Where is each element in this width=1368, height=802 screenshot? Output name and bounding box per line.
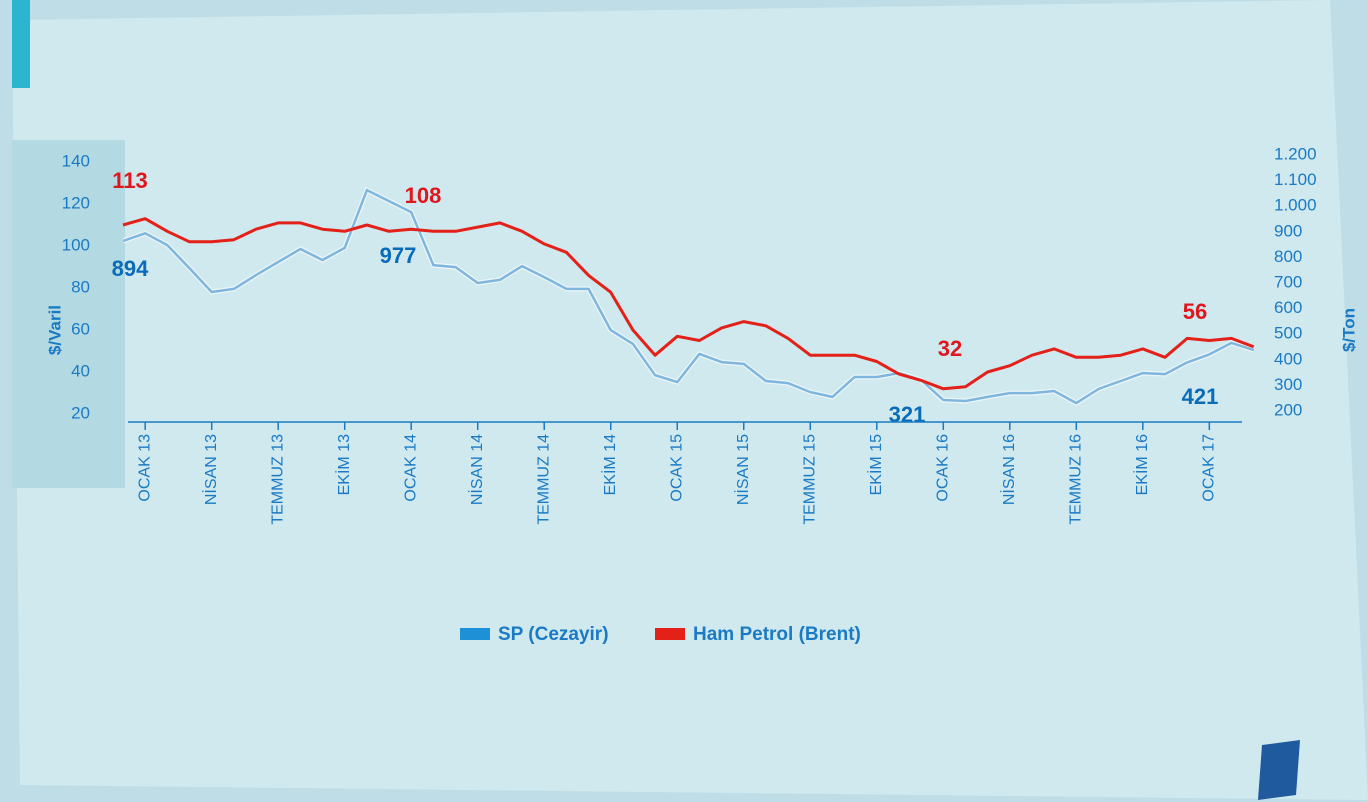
x-tick-label: EKİM 16 (1132, 434, 1151, 495)
x-tick-label: TEMMUZ 13 (269, 434, 286, 525)
x-tick-label: OCAK 15 (668, 434, 685, 502)
data-label: 894 (112, 256, 149, 281)
y2-tick-label: 700 (1274, 272, 1302, 291)
y-tick-label: 120 (62, 193, 90, 212)
series-line (122, 188, 1255, 405)
y-tick-label: 140 (62, 151, 90, 170)
y2-tick-label: 600 (1274, 298, 1302, 317)
y-tick-label: 40 (71, 361, 90, 380)
data-label: 32 (938, 336, 962, 361)
data-label: 421 (1182, 384, 1219, 409)
x-tick-label: TEMMUZ 16 (1068, 434, 1085, 525)
y2-tick-label: 500 (1274, 324, 1302, 343)
series-line (122, 217, 1255, 391)
x-tick-label: TEMMUZ 15 (801, 434, 818, 525)
x-tick-label: NİSAN 15 (733, 434, 752, 505)
y2-tick-label: 200 (1274, 400, 1302, 419)
accent-bar (12, 0, 30, 88)
x-tick-label: EKİM 13 (334, 434, 353, 495)
data-label: 113 (112, 168, 148, 193)
y2-tick-label: 1.100 (1274, 170, 1317, 189)
x-tick-label: OCAK 13 (136, 434, 153, 502)
y-tick-label: 60 (71, 319, 90, 338)
y-tick-label: 80 (71, 277, 90, 296)
y-tick-label: 20 (71, 403, 90, 422)
x-tick-label: OCAK 17 (1201, 434, 1218, 502)
legend-swatch (655, 628, 685, 640)
paper (12, 0, 1368, 800)
corner-decor (1258, 740, 1300, 800)
y-tick-label: 100 (62, 235, 90, 254)
data-label: 56 (1183, 299, 1207, 324)
x-tick-label: OCAK 16 (935, 434, 952, 502)
x-tick-label: EKİM 15 (866, 434, 885, 495)
x-tick-label: EKİM 14 (600, 434, 619, 495)
y2-axis-title: $/Ton (1339, 308, 1358, 352)
data-label: 977 (380, 243, 417, 268)
data-label: 108 (405, 183, 442, 208)
y2-tick-label: 300 (1274, 375, 1302, 394)
y2-tick-label: 1.000 (1274, 196, 1317, 215)
left-panel (12, 140, 125, 488)
data-label: 321 (889, 402, 926, 427)
x-tick-label: TEMMUZ 14 (535, 434, 552, 525)
y-axis-title: $/Varil (45, 305, 64, 355)
legend-label: SP (Cezayir) (498, 624, 609, 645)
y2-tick-label: 800 (1274, 247, 1302, 266)
x-tick-label: NİSAN 14 (467, 434, 486, 505)
x-tick-label: NİSAN 16 (999, 434, 1018, 505)
legend-swatch (460, 628, 490, 640)
x-tick-label: NİSAN 13 (201, 434, 220, 505)
legend-label: Ham Petrol (Brent) (693, 624, 861, 645)
y2-tick-label: 900 (1274, 221, 1302, 240)
x-tick-label: OCAK 14 (402, 434, 419, 502)
y2-tick-label: 400 (1274, 349, 1302, 368)
y2-tick-label: 1.200 (1274, 144, 1317, 163)
